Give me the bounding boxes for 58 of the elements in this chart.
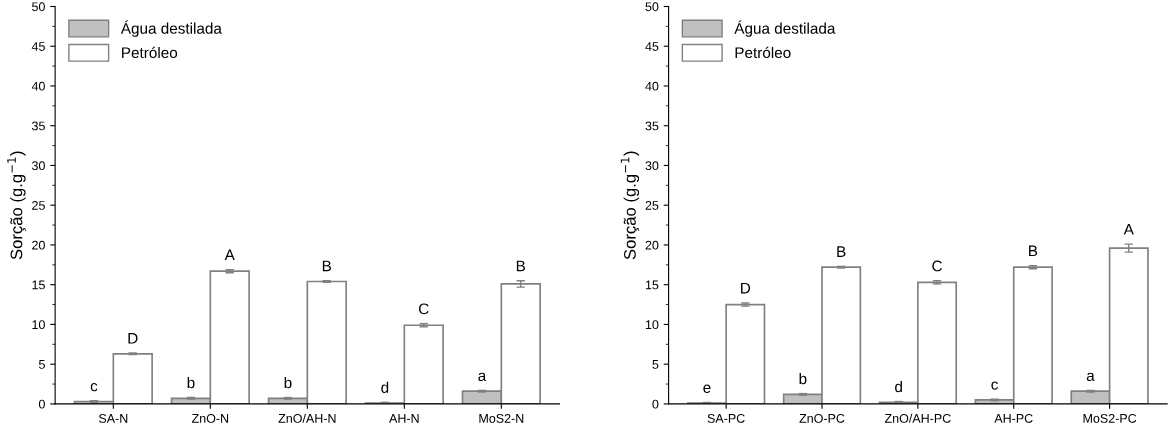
y-tick-label: 30: [31, 161, 45, 171]
y-tick-label: 40: [645, 81, 659, 91]
legend-label: Água destilada: [120, 20, 222, 37]
data-label: D: [128, 333, 138, 344]
y-tick-label: 5: [652, 360, 659, 369]
data-label: c: [991, 381, 998, 390]
data-label: B: [322, 260, 332, 272]
y-tick-label: 5: [38, 360, 45, 369]
data-label: b: [799, 372, 807, 385]
x-tick-label: MoS2-PC: [1083, 413, 1137, 423]
y-tick-label: 30: [645, 161, 659, 171]
data-label: A: [224, 249, 235, 261]
data-label: D: [741, 282, 751, 294]
y-tick-label: 25: [645, 201, 659, 210]
x-tick-label: ZnO-PC: [799, 413, 845, 423]
legend-label: Petróleo: [735, 46, 791, 59]
y-tick-label: 15: [645, 280, 659, 290]
y-tick-label: 35: [645, 121, 659, 131]
data-label: C: [418, 303, 429, 315]
y-tick-label: 25: [32, 201, 45, 210]
x-tick-label: AH-PC: [994, 413, 1033, 423]
y-tick-label: 45: [31, 42, 45, 51]
data-label: B: [837, 246, 846, 257]
y-tick-label: 45: [645, 42, 659, 51]
x-tick-label: ZnO/AH-N: [278, 413, 336, 423]
y-tick-label: 10: [32, 320, 45, 330]
legend-label: Água destilada: [734, 20, 836, 37]
x-tick-label: AH-N: [389, 414, 419, 423]
data-label: d: [381, 381, 389, 393]
x-tick-label: ZnO-N: [191, 413, 229, 423]
data-label: a: [1086, 372, 1095, 382]
data-label: b: [284, 376, 292, 389]
y-axis-title: Sorção (g.g$^{−1}$): [7, 151, 26, 260]
x-tick-label: MoS2-N: [479, 413, 524, 423]
data-label: B: [516, 260, 526, 272]
y-tick-label: 10: [645, 320, 659, 330]
y-tick-label: 50: [645, 2, 659, 12]
y-tick-label: 0: [38, 399, 45, 409]
y-tick-label: 35: [31, 121, 45, 131]
x-tick-label: ZnO/AH-PC: [884, 413, 951, 423]
data-label: b: [187, 376, 195, 389]
y-tick-label: 40: [31, 81, 45, 91]
data-label: A: [1123, 224, 1134, 235]
data-label: e: [703, 384, 711, 393]
y-tick-label: 20: [32, 240, 45, 250]
y-tick-label: 15: [32, 280, 45, 290]
data-label: B: [1029, 245, 1038, 257]
data-label: a: [478, 372, 487, 382]
data-label: C: [932, 260, 942, 272]
y-tick-label: 20: [645, 240, 659, 250]
y-tick-label: 50: [32, 2, 45, 12]
y-tick-label: 0: [652, 399, 659, 409]
x-tick-label: SA-PC: [707, 413, 745, 423]
y-axis-title: Sorção (g.g$^{−1}$): [620, 151, 640, 260]
data-label: d: [895, 380, 902, 393]
legend-label: Petróleo: [122, 46, 178, 59]
x-tick-label: SA-N: [98, 413, 128, 423]
data-label: c: [90, 382, 98, 392]
